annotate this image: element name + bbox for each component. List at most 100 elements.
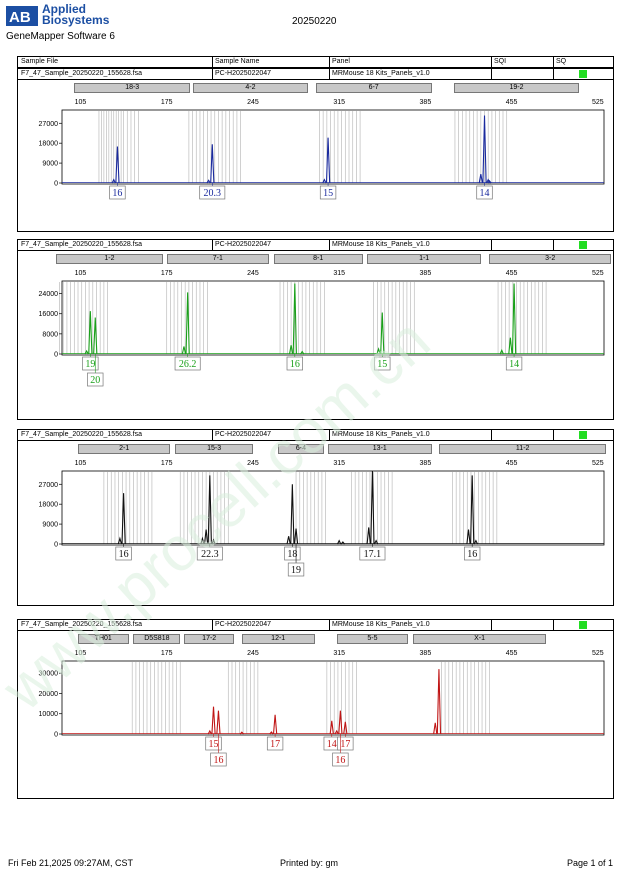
allele-label: 15 [323,188,333,199]
footer-printed-by: Printed by: gm [280,858,339,868]
locus-marker[interactable]: 18-3 [74,83,191,93]
allele-call[interactable]: 17 [337,734,354,751]
allele-call[interactable]: 15 [205,734,222,751]
x-tick-label: 525 [592,650,604,657]
allele-label: 22.3 [201,549,219,560]
y-tick-label: 8000 [42,331,58,338]
peak [288,345,294,355]
peak [93,317,98,355]
x-tick-label: 245 [247,270,259,277]
plot-frame [61,109,605,185]
x-tick-label: 245 [247,650,259,657]
allele-label: 15 [209,739,219,750]
y-tick-label: 16000 [39,311,59,318]
allele-call[interactable]: 16 [109,183,126,200]
x-tick-label: 175 [161,650,173,657]
peak [121,493,126,545]
y-tick-label: 0 [54,542,58,549]
locus-marker[interactable]: 13-1 [328,444,432,454]
sample-file-name: F7_47_Sample_20250220_155628.fsa [21,431,143,438]
sq-status-indicator [579,70,587,78]
locus-marker[interactable]: 12-1 [241,634,315,644]
electropherogram-plot: 105 175 245 315 385 455 525 0 8000 16000 24000 19 20… [39,270,605,387]
allele-call[interactable]: 19 [287,544,305,577]
peak [334,729,339,735]
footer-page-number: Page 1 of 1 [567,858,614,868]
allele-label: 17.1 [364,549,382,560]
peak [374,539,379,545]
plot-frame [61,660,605,736]
x-tick-label: 385 [420,99,432,106]
allele-label: 19 [291,565,301,576]
allele-label: 16 [335,755,345,766]
applied-biosystems-logo-icon: AB [6,6,38,26]
peak [292,283,297,355]
locus-marker[interactable]: 3-2 [489,254,611,264]
x-tick-label: 315 [333,99,345,106]
locus-marker[interactable]: 8-1 [273,254,363,264]
x-tick-label: 175 [161,270,173,277]
peak [216,710,221,735]
locus-marker[interactable]: 4-2 [192,83,309,93]
allele-call[interactable]: 16 [210,734,227,767]
locus-marker[interactable]: 5-5 [336,634,409,644]
x-tick-label: 315 [333,650,345,657]
peak [211,538,216,545]
locus-marker[interactable]: 1-2 [55,254,163,264]
locus-marker[interactable]: 1-1 [367,254,481,264]
allele-call[interactable]: 22.3 [196,544,223,561]
peak [466,529,471,545]
allele-label: 16 [290,359,300,370]
sample-info-row: F7_47_Sample_20250220_155628.fsa PC-H2025… [18,620,613,631]
allele-call[interactable]: 19 [82,354,99,371]
electropherogram-panel-red: F7_47_Sample_20250220_155628.fsa PC-H2025… [17,619,614,799]
allele-call[interactable]: 15 [319,183,337,200]
locus-marker[interactable]: 6-4 [277,444,325,454]
allele-call[interactable]: 17.1 [359,544,386,561]
peak [338,710,343,735]
allele-call[interactable]: 20.3 [199,183,226,200]
peak [380,312,385,355]
allele-call[interactable]: 26.2 [174,354,201,371]
allele-call[interactable]: 14 [476,183,493,200]
peak [376,347,381,355]
electropherogram-panel-black: F7_47_Sample_20250220_155628.fsa PC-H2025… [17,429,614,606]
locus-marker[interactable]: 17-2 [183,634,235,644]
locus-marker[interactable]: 6-7 [315,83,432,93]
sample-name: PC-H2025022047 [215,70,272,77]
allele-call[interactable]: 16 [332,734,349,767]
locus-marker[interactable]: X-1 [413,634,547,644]
peak [433,722,438,735]
locus-marker[interactable]: TH01 [78,634,129,644]
peak [111,178,116,184]
allele-call[interactable]: 18 [284,544,301,561]
allele-call[interactable]: 15 [374,354,391,371]
allele-call[interactable]: 17 [266,734,284,751]
panel-name: MRMouse 18 Kits_Panels_v1.0 [332,241,430,248]
peak [286,536,291,545]
allele-label: 14 [480,188,490,199]
allele-label: 16 [467,549,477,560]
locus-marker[interactable]: 15-3 [175,444,253,454]
locus-marker[interactable]: 19-2 [453,83,580,93]
peak [210,144,215,184]
peak [207,729,212,735]
allele-call[interactable]: 14 [505,354,523,371]
y-tick-label: 27000 [39,482,59,489]
allele-call[interactable]: 16 [464,544,481,561]
allele-call[interactable]: 16 [115,544,132,561]
allele-call[interactable]: 16 [286,354,303,371]
locus-marker[interactable]: 7-1 [166,254,269,264]
locus-marker[interactable]: D5S818 [133,634,181,644]
peak [511,283,517,355]
locus-marker[interactable]: 2-1 [78,444,171,454]
x-tick-label: 525 [592,99,604,106]
x-tick-label: 315 [333,460,345,467]
locus-marker[interactable]: 11-2 [438,444,607,454]
plot-frame [61,470,605,546]
allele-label: 14 [327,739,337,750]
peak [340,541,345,545]
peak [185,292,190,355]
peak [343,721,348,735]
allele-call[interactable]: 20 [87,354,104,387]
